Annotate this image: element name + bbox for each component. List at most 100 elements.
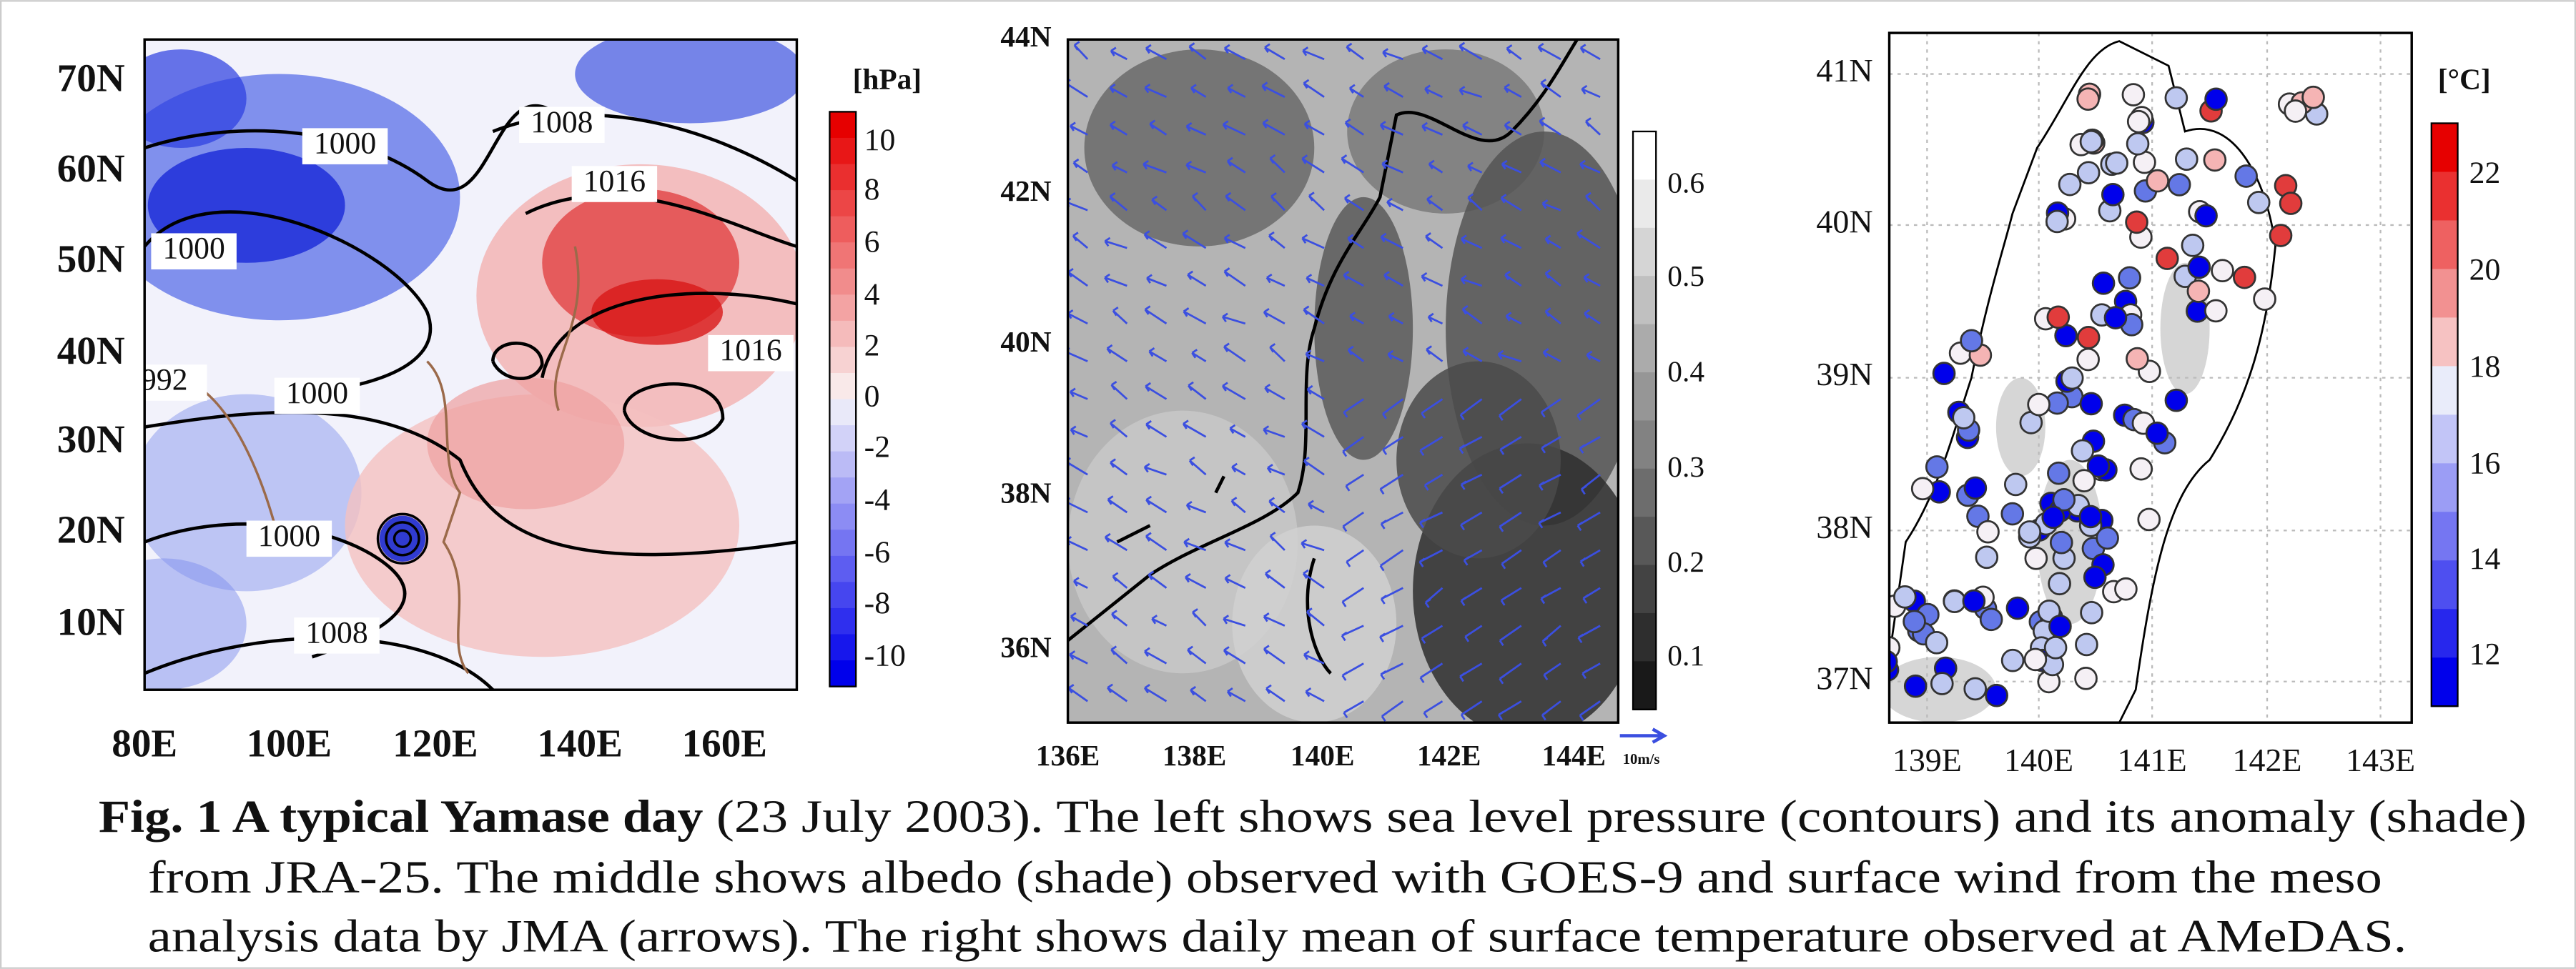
wind-arrow [1381,159,1403,174]
contour-label-bg [151,233,237,269]
colorbar-segment [1633,227,1657,277]
colorbar-segment [829,242,857,269]
anomaly-shade [144,49,247,148]
wind-arrow [1585,117,1602,136]
station-marker [1952,406,1975,429]
station-marker [2125,210,2148,234]
wind-arrow [1224,538,1246,552]
wind-arrow [1308,192,1326,212]
wind-arrow [1301,419,1325,438]
wind-arrow [1106,344,1128,362]
station-marker [1963,677,1988,701]
station-marker [2072,469,2096,492]
station-marker [2076,326,2101,349]
caption-title: Fig. 1 A typical Yamase day [99,791,704,842]
wind-arrow [1112,572,1128,589]
wind-arrow [1226,687,1246,702]
wind-arrow [1104,273,1127,287]
wind-arrow [1341,625,1364,642]
colorbar-segment [829,372,857,400]
colorbar-label: 0.3 [1667,450,1704,483]
wind-arrow [1346,42,1365,60]
station-marker [2079,129,2103,154]
wind-arrow [1343,271,1364,287]
wind-arrow [1143,462,1167,476]
station-marker [2211,259,2234,283]
colorbar-label: 2 [864,328,880,362]
wind-arrow [1192,192,1207,212]
station-marker [2076,161,2101,184]
wind-arrow [1111,610,1128,627]
wind-arrow [1581,84,1601,98]
wind-arrow [1192,608,1207,627]
contour [491,342,544,381]
wind-arrow [1499,625,1522,646]
colorbar-segment [829,555,857,583]
wind-arrow [1182,419,1207,438]
station-marker [2045,209,2069,234]
wind-arrow [1183,537,1207,552]
colorbar-label: 12 [2469,637,2501,671]
colorbar-label: 0.4 [1667,355,1704,388]
wind-arrow [1423,474,1444,491]
contour-label: 1000 [314,126,376,161]
wind-arrow [1345,474,1364,492]
station-marker [2118,266,2141,290]
station-marker [2048,615,2072,638]
wind-arrow [1381,700,1404,722]
wind-arrow [1383,81,1404,98]
colorbar-segment [829,503,857,531]
wind-arrow [1426,345,1444,362]
wind-arrow [1544,307,1561,324]
wind-arrow [1424,84,1444,98]
contour-label: 1000 [286,376,348,410]
map-area [1889,33,2412,723]
station-marker [2155,247,2179,270]
station-marker [2145,421,2169,445]
contour [525,194,797,379]
wind-arrow [1459,436,1483,454]
wind-arrow [1190,685,1207,702]
wind-arrow [1467,193,1483,212]
colorbar-segment [2431,414,2458,464]
contour [144,522,407,659]
wind-arrow [1348,84,1364,98]
wind-arrow [1541,625,1561,647]
wind-arrow [1380,662,1403,680]
coastline [1889,40,2276,723]
wind-arrow [1500,587,1522,606]
wind-arrow [1460,274,1483,287]
wind-arrow [1185,500,1207,514]
wind-arrow [1386,197,1403,212]
contour [622,382,725,442]
y-tick-label: 40N [57,329,125,372]
colorbar-segment [1633,565,1657,615]
y-tick-label: 20N [57,508,125,552]
colorbar-segment [1633,517,1657,566]
wind-arrow [1425,232,1444,249]
colorbar-label: -10 [864,639,906,673]
y-tick-label: 60N [57,146,125,190]
station-marker [2096,526,2119,550]
wind-arrow [1223,615,1246,627]
wind-arrow [1460,473,1483,490]
wind-arrow [1342,436,1364,457]
contour-label: 1016 [719,333,781,367]
y-tick-label: 50N [57,237,125,280]
wind-arrow [1541,700,1561,721]
wind-arrow [1306,607,1325,627]
station-marker [1925,455,1949,479]
wind-arrow [1263,43,1285,61]
wind-arrow [1341,662,1364,681]
colorbar-label: 14 [2469,542,2501,576]
station-marker [1903,610,1926,634]
albedo-shade [1314,197,1413,460]
wind-arrow [1269,343,1285,362]
wind-arrow [1538,473,1561,491]
wind-arrow [1343,194,1364,212]
wind-arrow [1110,380,1128,400]
wind-arrow [1460,700,1483,720]
station-marker [1963,476,1988,500]
colorbar-segment [829,294,857,322]
